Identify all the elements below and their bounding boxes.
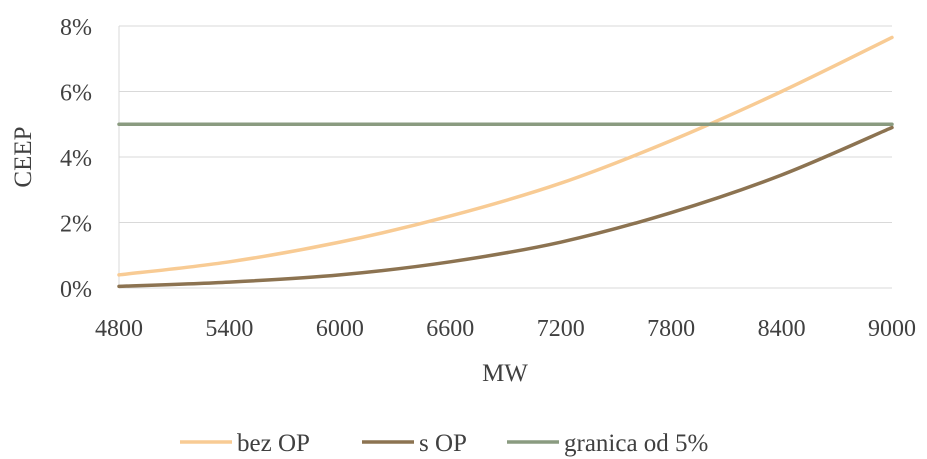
x-tick-label: 6000 — [316, 316, 364, 342]
x-axis-title: MW — [482, 360, 528, 387]
x-tick-label: 7200 — [537, 316, 585, 342]
x-tick-label: 5400 — [205, 316, 253, 342]
x-tick-label: 6600 — [426, 316, 474, 342]
gridlines — [118, 25, 892, 289]
y-axis-title: CEEP — [10, 126, 37, 187]
series-lines — [117, 35, 894, 289]
x-tick-labels: 4800 5400 6000 6600 7200 7800 8400 9000 — [95, 316, 916, 342]
legend-label-1: s OP — [419, 430, 467, 457]
y-tick-labels: 0% 2% 4% 6% 8% — [60, 15, 92, 303]
x-tick-label: 8400 — [758, 316, 806, 342]
y-tick-label: 4% — [60, 146, 92, 172]
series-line-0 — [117, 35, 894, 277]
y-tick-label: 8% — [60, 15, 92, 41]
x-tick-label: 4800 — [95, 316, 143, 342]
legend-label-0: bez OP — [237, 430, 310, 457]
legend-label-2: granica od 5% — [564, 430, 708, 457]
y-tick-label: 0% — [60, 277, 92, 303]
series-line-1 — [117, 125, 894, 289]
y-tick-label: 2% — [60, 212, 92, 238]
x-tick-label: 7800 — [647, 316, 695, 342]
legend: bez OP s OP granica od 5% — [180, 430, 708, 457]
y-tick-label: 6% — [60, 81, 92, 107]
x-tick-label: 9000 — [868, 316, 916, 342]
